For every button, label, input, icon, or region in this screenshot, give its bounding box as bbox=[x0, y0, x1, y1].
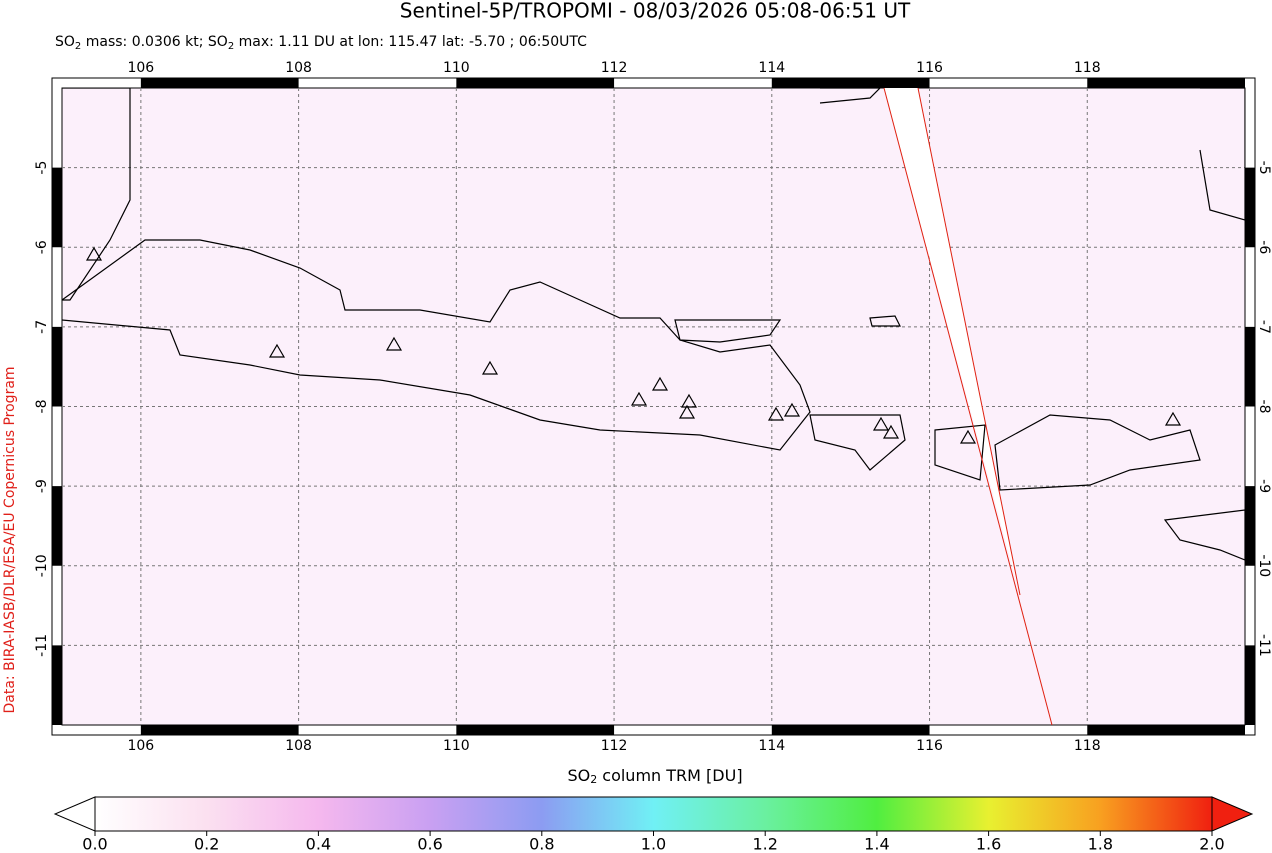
y-tick-label: -7 bbox=[34, 320, 50, 334]
coastline bbox=[994, 414, 1201, 491]
colorbar-over bbox=[1211, 796, 1254, 832]
x-tick-label: 118 bbox=[1074, 738, 1101, 754]
frame-bar bbox=[52, 326, 62, 407]
y-tick-label: -8 bbox=[34, 400, 50, 414]
coastline bbox=[869, 315, 901, 327]
y-tick-label: -7 bbox=[1256, 320, 1272, 334]
x-tick-label: 116 bbox=[916, 738, 943, 754]
map-background bbox=[61, 87, 1246, 726]
colorbar-label: SO2 column TRM [DU] bbox=[567, 766, 742, 787]
colorbar-tick-label: 0.2 bbox=[194, 835, 219, 853]
y-tick-label: -5 bbox=[34, 161, 50, 175]
colorbar-tick-label: 1.0 bbox=[641, 835, 666, 853]
x-tick-label: 106 bbox=[127, 738, 154, 754]
frame-bar bbox=[1245, 645, 1255, 725]
frame-bar bbox=[771, 78, 930, 88]
frame-bar bbox=[52, 167, 62, 248]
frame-bar bbox=[1087, 725, 1245, 735]
frame-bar bbox=[456, 78, 615, 88]
y-tick-label: -5 bbox=[1256, 161, 1272, 175]
colorbar bbox=[94, 796, 1213, 832]
x-tick-label: 110 bbox=[443, 60, 470, 76]
colorbar-tick-label: 1.6 bbox=[976, 835, 1001, 853]
credit: Data: BIRA-IASB/DLR/ESA/EU Copernicus Pr… bbox=[2, 366, 18, 713]
frame-bars bbox=[52, 78, 1255, 735]
x-tick-label: 108 bbox=[285, 738, 312, 754]
y-tick-label: -9 bbox=[34, 479, 50, 493]
volcanoes bbox=[85, 246, 1182, 444]
coastline bbox=[934, 424, 986, 481]
y-tick-label: -8 bbox=[1256, 400, 1272, 414]
frame-bar bbox=[52, 645, 62, 725]
chart-title: Sentinel-5P/TROPOMI - 08/03/2026 05:08-0… bbox=[400, 0, 911, 23]
frame-bar bbox=[771, 725, 930, 735]
swath-gap bbox=[884, 88, 1020, 595]
y-tick-label: -6 bbox=[1256, 240, 1272, 254]
swath-edge bbox=[883, 88, 1053, 725]
coastline bbox=[62, 239, 811, 451]
colorbar-tick-label: 0.4 bbox=[306, 835, 331, 853]
colorbar-tick-label: 0.6 bbox=[417, 835, 442, 853]
y-tick-label: -11 bbox=[34, 634, 50, 657]
grid bbox=[62, 88, 1245, 725]
colorbar-under bbox=[53, 796, 96, 832]
x-tick-label: 114 bbox=[758, 738, 785, 754]
coastline bbox=[674, 319, 782, 343]
volcano bbox=[85, 246, 1182, 444]
colorbar-tick-label: 1.2 bbox=[752, 835, 777, 853]
x-tick-label: 110 bbox=[443, 738, 470, 754]
colorbar-tick-label: 1.8 bbox=[1088, 835, 1113, 853]
frame-bar bbox=[52, 486, 62, 566]
frame-bar bbox=[1245, 167, 1255, 248]
map-content bbox=[62, 88, 1245, 725]
swath-edge bbox=[917, 88, 1021, 596]
frame-bar bbox=[1087, 78, 1245, 88]
frame-bar bbox=[1245, 326, 1255, 407]
coastline bbox=[809, 414, 906, 471]
colorbar-ticks: 0.0 0.2 0.4 0.6 0.8 1.0 1.2 1.4 1.6 1.8 2.0 bbox=[82, 831, 1225, 853]
coastline bbox=[819, 88, 881, 104]
x-tick-label: 112 bbox=[601, 60, 628, 76]
colorbar-tick-label: 2.0 bbox=[1199, 835, 1224, 853]
y-tick-label: -9 bbox=[1256, 479, 1272, 493]
coastline bbox=[62, 88, 131, 301]
coastline bbox=[1199, 88, 1245, 221]
y-tick-label: -10 bbox=[1256, 554, 1272, 577]
colorbar-tick-label: 0.0 bbox=[82, 835, 107, 853]
frame-bar bbox=[140, 78, 299, 88]
x-tick-label: 106 bbox=[127, 60, 154, 76]
x-tick-label: 116 bbox=[916, 60, 943, 76]
colorbar-tick-label: 1.4 bbox=[864, 835, 889, 853]
coastline bbox=[1163, 509, 1245, 561]
x-tick-label: 114 bbox=[758, 60, 785, 76]
x-tick-label: 112 bbox=[601, 738, 628, 754]
frame-bar bbox=[456, 725, 615, 735]
x-tick-label: 108 bbox=[285, 60, 312, 76]
y-tick-label: -10 bbox=[34, 554, 50, 577]
x-tick-label: 118 bbox=[1074, 60, 1101, 76]
frame-bar bbox=[1245, 486, 1255, 566]
colorbar-tick-label: 0.8 bbox=[529, 835, 554, 853]
y-tick-label: -11 bbox=[1256, 634, 1272, 657]
subtitle: SO2 mass: 0.0306 kt; SO2 max: 1.11 DU at… bbox=[55, 34, 587, 52]
y-tick-label: -6 bbox=[34, 240, 50, 254]
frame-bar bbox=[140, 725, 299, 735]
